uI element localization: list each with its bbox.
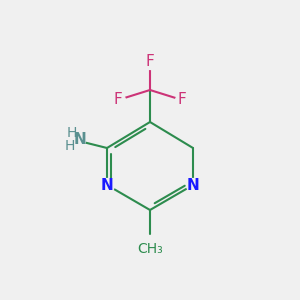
Text: F: F xyxy=(146,55,154,70)
Text: N: N xyxy=(187,178,200,193)
Text: H: H xyxy=(65,139,75,153)
Text: N: N xyxy=(74,133,86,148)
Text: CH₃: CH₃ xyxy=(137,242,163,256)
Text: N: N xyxy=(100,178,113,193)
Text: F: F xyxy=(178,92,186,107)
Text: H: H xyxy=(67,126,77,140)
Text: F: F xyxy=(114,92,122,107)
